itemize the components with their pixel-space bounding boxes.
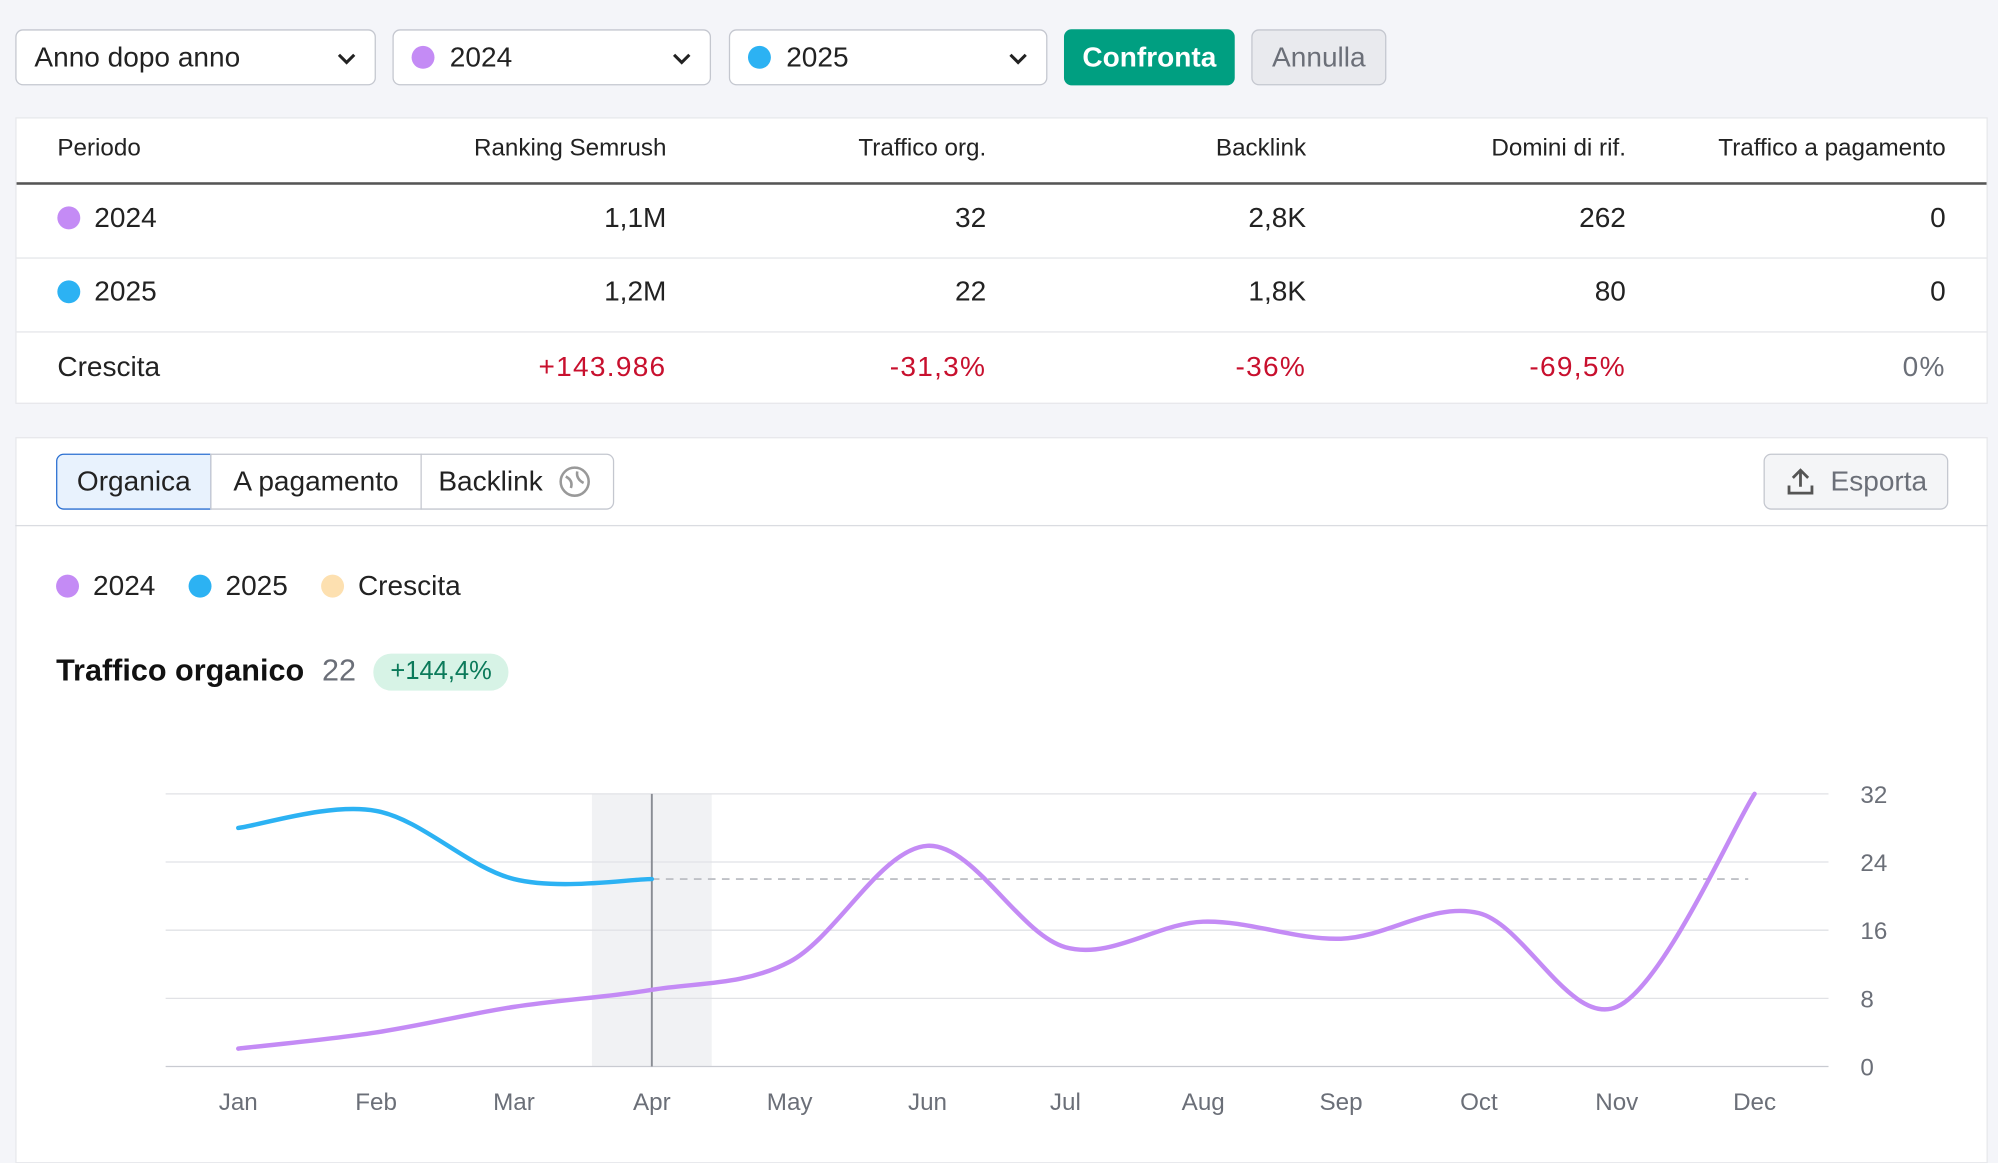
x-tick-label: Sep	[1320, 1089, 1363, 1116]
export-label: Esporta	[1830, 465, 1928, 497]
table-cell: 0	[1930, 275, 1946, 308]
legend-swatch	[56, 574, 80, 598]
x-tick-label: Nov	[1595, 1089, 1639, 1116]
legend-label: 2025	[225, 569, 288, 602]
chart: 0 8 16 24 32 Jan Feb Mar Apr May Jun Jul Aug Sep Oct No…	[165, 782, 1887, 1116]
column-header: Backlink	[1215, 135, 1307, 162]
table-cell: 22	[955, 275, 987, 308]
row-label-text: 2025	[94, 275, 157, 308]
x-tick-label: Aug	[1182, 1089, 1225, 1116]
export-button[interactable]: Esporta	[1763, 453, 1949, 510]
headline-change: +144,4%	[373, 653, 509, 690]
x-tick-label: Jul	[1050, 1089, 1081, 1116]
chart-heading: Traffico organico 22 +144,4%	[56, 650, 509, 693]
export-icon	[1787, 468, 1813, 495]
y-tick-label: 24	[1860, 850, 1887, 877]
y-tick-label: 16	[1860, 918, 1887, 945]
globe-icon	[559, 466, 590, 497]
series-line	[236, 806, 655, 887]
x-tick-label: Dec	[1733, 1089, 1776, 1116]
period-b-label: 2025	[786, 40, 849, 73]
y-tick-label: 8	[1860, 986, 1873, 1013]
headline-value: 22	[322, 653, 357, 689]
tab-active[interactable]: Organica	[56, 453, 212, 510]
row-label: Crescita	[57, 350, 160, 383]
table-cell: 1,2M	[604, 275, 667, 308]
legend: 2024 2025 Crescita	[56, 568, 461, 604]
column-header: Domini di rif.	[1491, 135, 1626, 162]
tab[interactable]: Backlink	[420, 453, 615, 510]
legend-item: Crescita	[320, 569, 461, 603]
table-cell: 0%	[1902, 350, 1946, 383]
chevron	[672, 53, 691, 65]
period-b-select[interactable]: 2025	[728, 29, 1048, 86]
x-tick-label: Jun	[908, 1089, 947, 1116]
series-line	[236, 791, 1757, 1051]
table-cell: +143.986	[538, 350, 667, 383]
row-divider	[16, 182, 1987, 185]
legend-item: 2024	[56, 570, 155, 603]
table-cell: 262	[1579, 201, 1626, 234]
row-divider	[16, 331, 1987, 333]
table-cell: 0	[1930, 201, 1946, 234]
color-dot	[747, 45, 771, 69]
color-dot	[57, 206, 81, 230]
period-a-select[interactable]: 2024	[392, 29, 712, 86]
chart-card	[15, 437, 1988, 1163]
period-a-label: 2024	[449, 40, 513, 73]
column-header: Traffico org.	[858, 135, 987, 162]
chart-title: Traffico organico	[56, 653, 305, 689]
legend-label: 2024	[93, 569, 156, 602]
divider	[15, 524, 1988, 527]
comparison-table: Periodo Ranking Semrush Traffico org. Backl…	[15, 117, 1988, 404]
x-tick-label: Jan	[219, 1089, 258, 1116]
table-cell: 32	[955, 201, 987, 234]
legend-label: Crescita	[357, 569, 461, 602]
table-cell: 1,1M	[604, 201, 667, 234]
row-divider	[16, 257, 1987, 259]
table-cell: 1,8K	[1248, 275, 1307, 308]
x-tick-label: Feb	[355, 1089, 397, 1116]
column-header: Ranking Semrush	[473, 135, 667, 162]
cancel-button[interactable]: Annulla	[1251, 29, 1387, 86]
row-label: 2024	[57, 201, 157, 234]
mode-select[interactable]: Anno dopo anno	[15, 29, 376, 86]
legend-swatch	[320, 574, 344, 598]
chevron	[1009, 53, 1027, 65]
column-header: Periodo	[57, 135, 141, 162]
table-cell: 80	[1594, 275, 1626, 308]
row-label-text: 2024	[94, 201, 157, 234]
table-cell: 2,8K	[1248, 201, 1307, 234]
mode-label: Anno dopo anno	[34, 40, 241, 73]
x-tick-label: May	[767, 1089, 814, 1116]
tab-label: Backlink	[438, 465, 543, 497]
x-tick-label: Oct	[1460, 1089, 1498, 1116]
y-tick-label: 32	[1860, 782, 1887, 809]
row-label-text: Crescita	[57, 350, 161, 383]
table-cell: -36%	[1235, 350, 1307, 383]
tab[interactable]: A pagamento	[210, 453, 422, 510]
x-tick-label: Mar	[493, 1089, 535, 1116]
legend-item: 2025	[188, 569, 288, 603]
compare-button[interactable]: Confronta	[1063, 29, 1235, 86]
column-header: Traffico a pagamento	[1718, 135, 1946, 162]
row-label: 2025	[57, 275, 157, 308]
legend-swatch	[188, 574, 212, 598]
chevron	[337, 53, 356, 65]
color-dot	[57, 280, 81, 304]
x-tick-label: Apr	[633, 1089, 671, 1116]
color-dot	[411, 45, 435, 69]
table-cell: -31,3%	[889, 350, 987, 383]
table-cell: -69,5%	[1529, 350, 1626, 383]
y-tick-label: 0	[1860, 1054, 1873, 1081]
